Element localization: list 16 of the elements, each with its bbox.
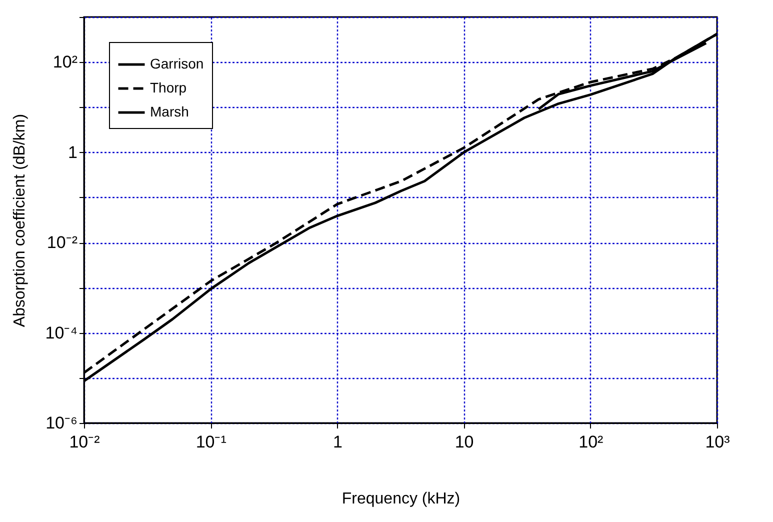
y-tick-label: 10⁻⁴	[45, 323, 78, 342]
legend-label: Garrison	[150, 56, 204, 72]
y-tick-label: 10⁻²	[46, 233, 78, 252]
y-tick-label: 10²	[52, 52, 78, 72]
x-tick-label: 10	[454, 432, 474, 452]
x-tick-label: 10⁻²	[69, 432, 100, 452]
x-axis-title: Frequency (kHz)	[342, 490, 460, 508]
x-tick-label: 10³	[705, 432, 730, 452]
y-axis-title: Absorption coefficient (dB/km)	[11, 114, 28, 328]
legend-label: Marsh	[150, 104, 189, 120]
legend-label: Thorp	[150, 80, 187, 96]
y-tick-label: 10⁻⁶	[46, 414, 78, 432]
x-tick-label: 10⁻¹	[196, 432, 227, 452]
y-tick-label: 1	[68, 142, 78, 162]
x-tick-label: 1	[332, 432, 342, 452]
x-tick-label: 10²	[578, 432, 604, 452]
